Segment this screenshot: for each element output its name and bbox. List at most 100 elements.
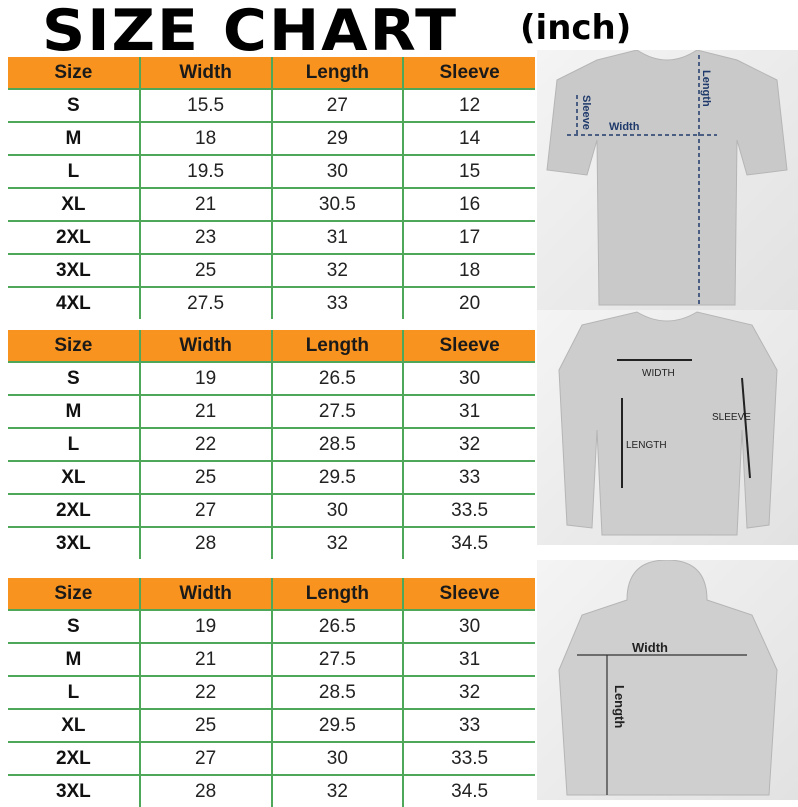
size-cell: M: [8, 643, 140, 677]
sweatshirt-length-label: LENGTH: [626, 440, 667, 451]
measurement-cell: 22: [138, 428, 272, 462]
tshirt-sleeve-label: Sleeve: [580, 95, 592, 130]
measurement-cell: 27: [138, 742, 272, 776]
sweatshirt-size-table: Size Width Length Sleeve S 19 26.5 30 M 21 27.5 31 L…: [8, 330, 535, 559]
measurement-cell: 30: [270, 494, 404, 528]
measurement-cell: 29: [270, 122, 404, 156]
table-row: M 21 27.5 31: [8, 643, 535, 677]
measurement-cell: 22: [138, 676, 272, 710]
column-header-sleeve: Sleeve: [402, 578, 535, 611]
measurement-cell: 19: [138, 610, 272, 644]
measurement-cell: 30: [270, 155, 404, 189]
measurement-cell: 30.5: [270, 188, 404, 222]
size-cell: L: [8, 676, 140, 710]
column-header-length: Length: [270, 57, 404, 90]
table-row: L 22 28.5 32: [8, 676, 535, 710]
size-cell: 3XL: [55, 532, 91, 554]
measurement-cell: 33: [402, 709, 535, 743]
measurement-cell: 16: [402, 188, 535, 222]
measurement-cell: 33.5: [402, 494, 535, 528]
measurement-cell: 27: [138, 494, 272, 528]
measurement-cell: 12: [402, 89, 535, 123]
size-cell: XL: [8, 188, 140, 222]
measurement-cell: 30: [402, 610, 535, 644]
column-header-length: Length: [270, 330, 404, 363]
size-cell: 2XL: [8, 221, 140, 255]
header-row: Size Width Length Sleeve: [8, 330, 535, 363]
measurement-cell: 28: [138, 775, 272, 807]
measurement-cell: 21: [138, 643, 272, 677]
measurement-cell: 25: [138, 461, 272, 495]
table-row: L 19.5 30 15: [8, 155, 535, 189]
column-header-size: Size: [8, 330, 140, 363]
tshirt-size-table: Size Width Length Sleeve S 15.5 27 12 M 18 29 14 L 19…: [8, 57, 535, 319]
hoodie-width-label: Width: [632, 640, 668, 655]
measurement-cell: 14: [402, 122, 535, 156]
table-row: XL 25 29.5 33: [8, 709, 535, 743]
size-cell: 4XL: [55, 292, 91, 314]
size-cell: 3XL: [55, 780, 91, 802]
table-row: 4XL 27.5 33 20: [8, 287, 535, 319]
column-header-width: Width: [138, 57, 272, 90]
tshirt-width-label: Width: [609, 121, 640, 133]
size-cell: XL: [8, 461, 140, 495]
table-row: XL 25 29.5 33: [8, 461, 535, 495]
size-cell: M: [8, 122, 140, 156]
measurement-cell: 32: [270, 527, 404, 559]
hoodie-size-table: Size Width Length Sleeve S 19 26.5 30 M 21 27.5 31 L…: [8, 578, 535, 807]
size-cell: S: [8, 610, 140, 644]
size-cell: L: [8, 428, 140, 462]
measurement-cell: 30: [270, 742, 404, 776]
table-row: 2XL 23 31 17: [8, 221, 535, 255]
size-cell: XL: [8, 709, 140, 743]
tshirt-length-label: Length: [700, 70, 712, 107]
measurement-cell: 18: [138, 122, 272, 156]
column-header-sleeve: Sleeve: [402, 330, 535, 363]
measurement-cell: 33.5: [402, 742, 535, 776]
measurement-cell: 25: [138, 254, 272, 288]
measurement-cell: 19.5: [138, 155, 272, 189]
measurement-cell: 32: [270, 254, 404, 288]
measurement-cell: 23: [138, 221, 272, 255]
page-title: SIZE CHART: [42, 0, 459, 65]
header-row: Size Width Length Sleeve: [8, 57, 535, 90]
measurement-cell: 19: [138, 362, 272, 396]
measurement-cell: 20: [402, 287, 535, 319]
table-row: M 21 27.5 31: [8, 395, 535, 429]
column-header-width: Width: [138, 330, 272, 363]
measurement-cell: 27.5: [270, 395, 404, 429]
measurement-cell: 30: [402, 362, 535, 396]
table-row: L 22 28.5 32: [8, 428, 535, 462]
size-cell: 3XL: [8, 254, 140, 288]
column-header-sleeve: Sleeve: [402, 57, 535, 90]
table-row: S 19 26.5 30: [8, 362, 535, 396]
column-header-length: Length: [270, 578, 404, 611]
table-row: 3XL 25 32 18: [8, 254, 535, 288]
tshirt-image: Width Length Sleeve: [537, 50, 798, 310]
size-cell: 2XL: [8, 742, 140, 776]
column-header-width: Width: [138, 578, 272, 611]
measurement-cell: 26.5: [270, 610, 404, 644]
table-row: XL 21 30.5 16: [8, 188, 535, 222]
size-cell: S: [8, 89, 140, 123]
size-cell: 2XL: [8, 494, 140, 528]
measurement-cell: 29.5: [270, 461, 404, 495]
table-row: 3XL 28 32 34.5: [8, 527, 535, 559]
measurement-cell: 33: [270, 287, 404, 319]
measurement-cell: 29.5: [270, 709, 404, 743]
measurement-cell: 31: [402, 643, 535, 677]
hoodie-image: Width Length: [537, 560, 798, 800]
measurement-cell: 34.5: [402, 775, 535, 807]
measurement-cell: 26.5: [270, 362, 404, 396]
measurement-cell: 31: [270, 221, 404, 255]
header-row: Size Width Length Sleeve: [8, 578, 535, 611]
size-cell: S: [8, 362, 140, 396]
measurement-cell: 32: [270, 775, 404, 807]
measurement-cell: 32: [402, 428, 535, 462]
unit-label: (inch): [520, 8, 632, 48]
table-row: 2XL 27 30 33.5: [8, 494, 535, 528]
size-cell: L: [8, 155, 140, 189]
table-row: 2XL 27 30 33.5: [8, 742, 535, 776]
measurement-cell: 15.5: [138, 89, 272, 123]
table-row: M 18 29 14: [8, 122, 535, 156]
